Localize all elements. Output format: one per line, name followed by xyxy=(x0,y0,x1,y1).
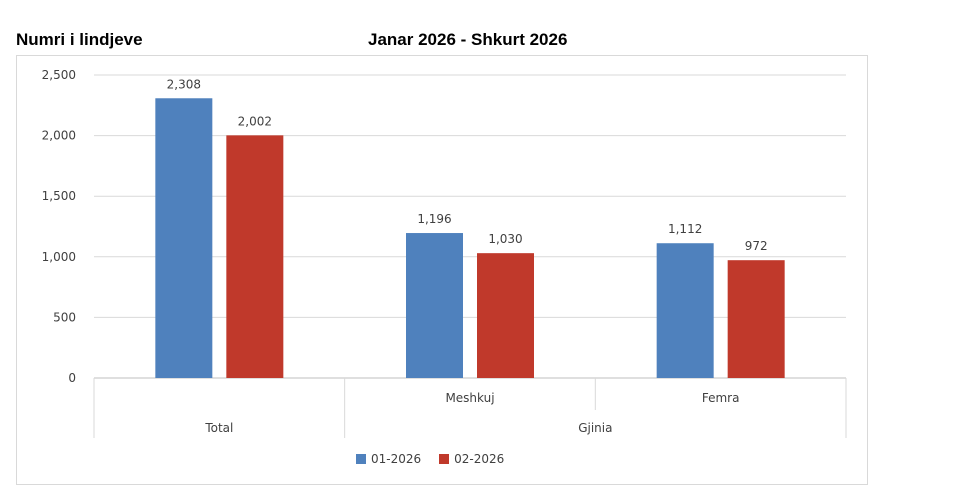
data-label: 2,002 xyxy=(238,114,272,128)
bar-02-2026-femra xyxy=(727,260,785,378)
y-tick-label: 1,500 xyxy=(42,189,76,203)
y-tick-label: 1,000 xyxy=(42,250,76,264)
y-tick-label: 2,500 xyxy=(42,68,76,82)
bar-02-2026-total xyxy=(226,135,284,378)
legend-item-series-2: 02-2026 xyxy=(439,452,504,466)
data-label: 1,112 xyxy=(668,222,702,236)
x-group-label: Gjinia xyxy=(578,421,612,435)
x-category-label: Meshkuj xyxy=(445,391,494,405)
legend-swatch-series-2 xyxy=(439,454,450,464)
legend-swatch-series-1 xyxy=(356,454,366,464)
legend-item-series-1: 01-2026 xyxy=(356,452,421,466)
y-axis-title: Numri i lindjeve xyxy=(16,30,143,49)
x-category-label: Femra xyxy=(702,391,740,405)
bar-01-2026-meshkuj xyxy=(406,233,463,378)
legend-label-series-1: 01-2026 xyxy=(371,452,422,466)
y-tick-label: 2,000 xyxy=(42,129,76,143)
chart-title: Janar 2026 - Shkurt 2026 xyxy=(368,30,568,49)
bar-01-2026-femra xyxy=(656,243,714,378)
legend-label-series-2: 02-2026 xyxy=(454,452,505,466)
bar-01-2026-total xyxy=(155,98,213,379)
data-label: 1,030 xyxy=(488,232,522,246)
chart-area xyxy=(16,55,868,485)
y-tick-label: 0 xyxy=(68,371,76,385)
data-label: 1,196 xyxy=(417,212,451,226)
data-label: 972 xyxy=(745,239,768,253)
legend: 01-2026 02-2026 xyxy=(356,452,504,466)
data-label: 2,308 xyxy=(167,77,201,91)
y-tick-label: 500 xyxy=(53,310,76,324)
bar-02-2026-meshkuj xyxy=(477,253,534,378)
x-group-label: Total xyxy=(204,421,233,435)
